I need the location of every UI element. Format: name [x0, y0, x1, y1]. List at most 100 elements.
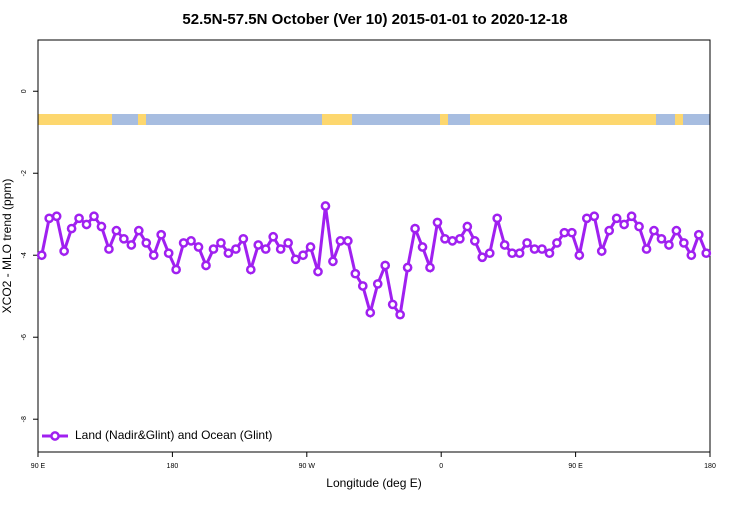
ocean-strip	[38, 114, 710, 125]
data-point	[656, 233, 667, 244]
plot-frame	[37, 39, 711, 453]
data-point	[59, 246, 69, 256]
data-point	[402, 262, 413, 273]
series-line	[40, 205, 708, 319]
data-point	[357, 281, 368, 291]
data-point	[484, 248, 495, 259]
data-point	[544, 248, 555, 259]
data-point	[74, 213, 84, 224]
data-point	[275, 244, 286, 254]
data-point	[365, 307, 376, 318]
data-point	[507, 248, 517, 259]
data-point	[417, 242, 428, 252]
data-point	[447, 236, 458, 246]
data-point	[51, 211, 62, 222]
x-tick-label: 180	[167, 463, 179, 470]
land-ocean-band	[38, 114, 710, 125]
y-tick-label: 0	[21, 89, 28, 93]
data-point	[522, 238, 532, 248]
x-tick-label: 90 E	[568, 463, 583, 470]
x-tick-label: 90 E	[31, 463, 46, 470]
data-point	[290, 254, 301, 265]
data-point	[619, 219, 629, 230]
x-tick-label: 0	[439, 463, 443, 470]
data-point	[44, 213, 55, 224]
data-point	[477, 252, 488, 263]
data-point	[552, 238, 562, 248]
data-point	[104, 244, 114, 254]
data-point	[141, 238, 152, 248]
legend-marker	[50, 431, 60, 441]
data-point	[559, 227, 570, 238]
data-point	[283, 238, 293, 248]
data-point	[596, 246, 607, 256]
land-strip	[138, 114, 146, 125]
data-point	[238, 233, 249, 244]
data-point	[634, 221, 644, 232]
data-point	[156, 229, 167, 240]
data-point	[193, 242, 204, 252]
x-axis-label: Longitude (deg E)	[326, 476, 421, 490]
data-point	[380, 260, 391, 271]
data-point	[395, 309, 405, 320]
land-strip	[675, 114, 683, 125]
chart-title: 52.5N-57.5N October (Ver 10) 2015-01-01 …	[182, 11, 567, 28]
data-point	[529, 244, 540, 254]
land-strip	[470, 114, 656, 125]
data-point	[335, 236, 346, 246]
data-point	[81, 219, 92, 230]
x-tick-label: 90 W	[299, 463, 316, 470]
data-point	[111, 225, 122, 236]
data-point	[589, 211, 600, 222]
data-point	[567, 227, 577, 238]
data-point	[649, 225, 659, 236]
data-point	[686, 250, 697, 261]
data-point	[305, 242, 316, 252]
data-point	[671, 225, 682, 236]
data-point	[455, 233, 465, 244]
data-point	[492, 213, 503, 224]
data-point	[223, 248, 234, 259]
data-point	[574, 250, 585, 261]
y-tick-label: -8	[21, 416, 28, 422]
land-strip	[38, 114, 112, 125]
data-point	[372, 279, 383, 289]
data-point	[163, 248, 174, 259]
data-point	[268, 231, 279, 242]
data-point	[89, 211, 99, 222]
data-point	[328, 256, 338, 267]
data-point	[186, 236, 196, 246]
data-point	[171, 264, 181, 275]
data-point	[693, 229, 704, 240]
data-point	[425, 262, 435, 273]
data-point	[208, 244, 219, 254]
land-strip	[440, 114, 448, 125]
data-point	[148, 250, 159, 261]
data-point	[679, 238, 689, 248]
data-point	[245, 264, 256, 275]
data-point	[350, 268, 361, 279]
data-point	[126, 240, 137, 250]
data-point	[201, 260, 211, 271]
data-point	[701, 248, 712, 259]
data-point	[36, 250, 47, 261]
data-point	[604, 225, 615, 236]
data-point	[626, 211, 637, 222]
data-point	[119, 233, 129, 244]
data-point	[298, 250, 308, 261]
data-point	[462, 221, 473, 232]
data-point	[432, 217, 443, 228]
data-point	[320, 201, 331, 211]
data-point	[410, 223, 420, 234]
data-point	[440, 233, 450, 244]
y-axis-label: XCO2 - MLO trend (ppm)	[0, 179, 14, 314]
data-point	[611, 213, 622, 224]
data-point	[178, 238, 189, 248]
legend-label: Land (Nadir&Glint) and Ocean (Glint)	[75, 428, 272, 442]
data-point	[133, 225, 144, 236]
data-point	[581, 213, 592, 224]
y-tick-label: -2	[21, 170, 28, 176]
data-point	[66, 223, 77, 234]
data-point	[664, 240, 674, 250]
